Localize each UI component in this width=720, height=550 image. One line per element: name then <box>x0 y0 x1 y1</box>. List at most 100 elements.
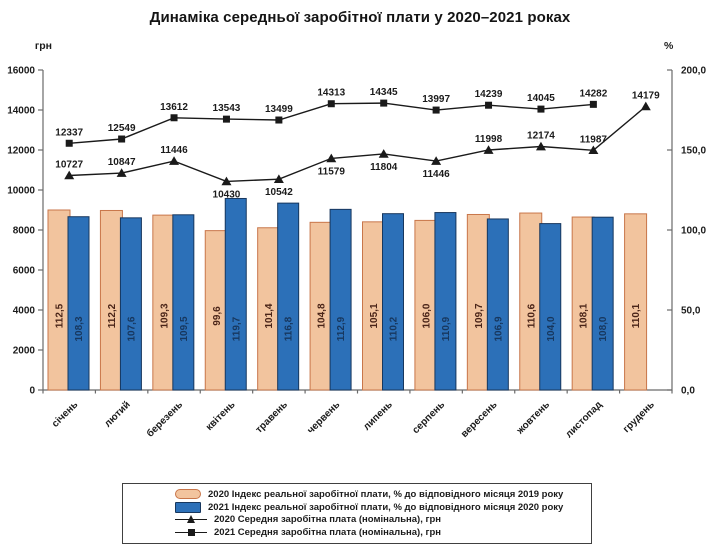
right-axis-tick: 150,0 <box>681 146 706 157</box>
chart-legend: 2020 Індекс реальної заробітної плати, %… <box>122 483 592 544</box>
triangle-marker-icon <box>535 141 546 151</box>
line-value-label: 11579 <box>318 166 346 177</box>
bar-value-label: 106,0 <box>421 303 432 328</box>
left-axis-tick: 16000 <box>7 66 35 77</box>
bar <box>47 209 71 391</box>
bar <box>99 209 123 391</box>
bar-value-label: 112,5 <box>55 303 66 328</box>
left-axis-tick: 12000 <box>7 146 35 157</box>
line-value-label: 11804 <box>370 162 398 173</box>
month-labels: січень лютий березень квітень травень червень… <box>50 399 657 441</box>
line-value-label: 14045 <box>527 93 555 104</box>
line-value-label: 13612 <box>160 102 188 113</box>
line-value-label: 10542 <box>265 187 293 198</box>
month-label: квітень <box>204 399 238 433</box>
bar <box>119 217 142 391</box>
left-axis-tick: 10000 <box>7 186 35 197</box>
bar-value-label: 99,6 <box>212 306 223 326</box>
bar-value-label: 105,1 <box>369 303 380 328</box>
triangle-marker-icon <box>116 168 127 177</box>
bar-value-label: 112,2 <box>107 303 118 328</box>
month-label: вересень <box>459 399 500 440</box>
bar <box>277 202 300 391</box>
left-axis-tick: 14000 <box>7 106 35 117</box>
bar <box>329 208 352 391</box>
bar <box>434 212 457 391</box>
line-value-label: 11998 <box>475 134 503 145</box>
bar <box>382 213 404 391</box>
bar <box>519 212 543 391</box>
triangle-marker-icon <box>169 156 180 165</box>
square-marker-icon <box>485 101 493 109</box>
legend-label-2021-wage: 2021 Середня заробітна плата (номінальна… <box>214 527 441 539</box>
left-axis-tick: 2000 <box>13 346 36 357</box>
bar <box>624 213 648 391</box>
bar-value-label: 109,5 <box>179 316 190 341</box>
month-label: жовтень <box>514 399 552 437</box>
legend-item-2020-index: 2020 Індекс реальної заробітної плати, %… <box>175 489 587 500</box>
bar-value-label: 107,6 <box>126 316 137 341</box>
square-marker-icon <box>188 529 195 537</box>
right-axis-tick: 50,0 <box>681 306 701 317</box>
bar-value-label: 110,6 <box>526 303 537 328</box>
square-marker-icon <box>275 116 283 124</box>
right-axis-tick: 200,0 <box>681 66 706 77</box>
line-value-label: 12337 <box>55 127 83 138</box>
bar-value-label: 108,3 <box>74 316 85 341</box>
left-axis-tick: 4000 <box>13 306 36 317</box>
square-marker-icon <box>432 106 440 114</box>
square-marker-icon <box>170 114 178 122</box>
triangle-marker-icon <box>273 174 284 183</box>
line-value-label: 14179 <box>632 90 660 101</box>
legend-item-2021-wage: 2021 Середня заробітна плата (номінальна… <box>175 527 587 538</box>
line-value-label: 14313 <box>317 88 345 99</box>
line-swatch-2021-icon <box>175 528 207 538</box>
bar-value-label: 108,1 <box>579 303 590 328</box>
triangle-marker-icon <box>221 176 232 186</box>
left-axis-unit-label: грн <box>34 40 52 52</box>
right-axis-tick: 0,0 <box>681 386 695 397</box>
triangle-marker-icon <box>431 156 442 165</box>
bar-value-label: 101,4 <box>264 303 275 328</box>
right-axis-tick: 100,0 <box>681 226 706 237</box>
line-series-2021: 12337 12549 13612 13543 13499 14313 14345 13997… <box>55 87 608 147</box>
bar-value-label: 110,1 <box>631 303 642 328</box>
month-label: грудень <box>621 399 657 435</box>
triangle-marker-icon <box>326 153 337 163</box>
bar <box>152 214 176 391</box>
axes <box>38 69 673 394</box>
bar-value-label: 110,9 <box>441 316 452 341</box>
wage-combo-chart: 0 2000 4000 6000 8000 10000 12000 14000 16000 0,0… <box>7 66 706 441</box>
triangle-marker-icon <box>588 145 599 155</box>
line-value-label: 13543 <box>213 103 241 114</box>
legend-label-2021-index: 2021 Індекс реальної заробітної плати, %… <box>208 501 564 513</box>
legend-item-2021-index: 2021 Індекс реальної заробітної плати, %… <box>175 501 587 513</box>
bar-swatch-2020-icon <box>175 489 201 500</box>
chart-title: Динаміка середньої заробітної плати у 20… <box>149 9 571 26</box>
line-value-label: 13997 <box>422 94 450 105</box>
line-value-label: 10430 <box>213 189 241 200</box>
month-label: травень <box>254 399 290 435</box>
line-value-label: 12549 <box>108 123 136 134</box>
bar-value-label: 109,3 <box>159 303 170 328</box>
left-axis-tick: 0 <box>29 386 35 397</box>
bar-value-label: 109,7 <box>474 303 485 328</box>
left-axis-tick: 6000 <box>13 266 36 277</box>
bar <box>172 214 195 391</box>
bar-value-label: 108,0 <box>598 316 609 341</box>
left-axis-tick: 8000 <box>13 226 36 237</box>
line-value-label: 10727 <box>55 159 83 170</box>
square-marker-icon <box>589 100 597 108</box>
triangle-marker-icon <box>64 170 75 180</box>
bar-swatch-2021-icon <box>175 501 201 513</box>
line-value-label: 11987 <box>580 134 608 145</box>
bar-value-label: 104,0 <box>546 316 557 341</box>
bar-value-label: 112,9 <box>336 316 347 341</box>
triangle-marker-icon <box>483 145 494 154</box>
month-label: липень <box>361 399 394 432</box>
bar <box>224 197 247 391</box>
square-marker-icon <box>118 135 126 143</box>
square-marker-icon <box>327 100 335 108</box>
square-marker-icon <box>380 99 388 107</box>
line-value-label: 13499 <box>265 104 293 115</box>
